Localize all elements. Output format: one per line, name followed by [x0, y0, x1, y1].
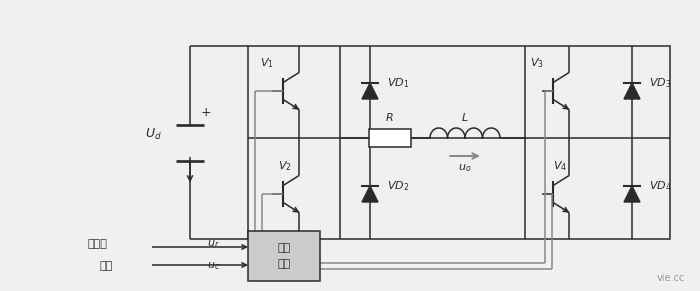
- Text: vie.cc: vie.cc: [657, 273, 685, 283]
- Text: $V_1$: $V_1$: [260, 56, 274, 70]
- Bar: [248, 231, 320, 281]
- Text: L: L: [462, 113, 468, 123]
- Text: 调制: 调制: [277, 243, 290, 253]
- Text: $U_d$: $U_d$: [146, 127, 162, 142]
- Text: $u_c$: $u_c$: [206, 260, 220, 272]
- Text: $u_o$: $u_o$: [458, 162, 472, 174]
- Text: $VD_2$: $VD_2$: [387, 179, 409, 193]
- Bar: [248, 46, 670, 239]
- Text: $V_3$: $V_3$: [530, 56, 544, 70]
- Bar: [369, 129, 411, 147]
- Polygon shape: [624, 186, 640, 202]
- Polygon shape: [624, 83, 640, 99]
- Polygon shape: [362, 83, 378, 99]
- Text: $V_4$: $V_4$: [553, 159, 567, 173]
- Text: $V_2$: $V_2$: [278, 159, 292, 173]
- Text: $VD_3$: $VD_3$: [649, 76, 671, 90]
- Text: R: R: [386, 113, 394, 123]
- Text: $VD_1$: $VD_1$: [387, 76, 409, 90]
- Text: 信号波: 信号波: [88, 239, 108, 249]
- Polygon shape: [362, 186, 378, 202]
- Text: $u_r$: $u_r$: [207, 238, 220, 250]
- Text: 载波: 载波: [100, 261, 113, 271]
- Text: $VD_4$: $VD_4$: [649, 179, 671, 193]
- Text: +: +: [201, 106, 211, 119]
- Text: 电路: 电路: [277, 259, 290, 269]
